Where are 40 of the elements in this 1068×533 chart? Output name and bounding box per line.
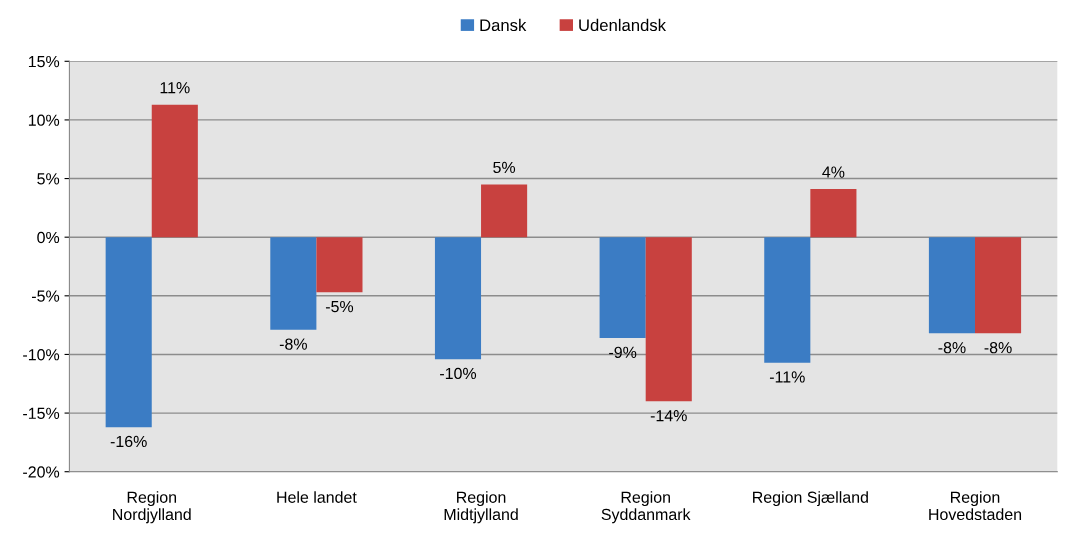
legend-label: Udenlandsk	[579, 18, 667, 32]
x-tick-label: Region Nordjylland	[113, 491, 191, 524]
bar	[810, 189, 857, 238]
bar	[270, 237, 317, 330]
legend-label: Dansk	[480, 18, 527, 32]
x-tick-label: Region Hovedstaden	[929, 491, 1022, 521]
bar	[434, 237, 482, 360]
x-tick-label: Region Sjælland	[753, 491, 868, 507]
bar	[974, 237, 1022, 334]
data-label: -14%	[650, 410, 687, 422]
y-tick-label: -5%	[32, 290, 60, 302]
y-tick-label: -10%	[23, 349, 60, 361]
bar	[481, 184, 528, 238]
bar	[599, 237, 646, 339]
y-tick-label: 10%	[28, 114, 60, 126]
data-label: 4%	[822, 166, 845, 178]
data-label: -9%	[609, 346, 637, 358]
y-tick-label: 0%	[37, 231, 60, 244]
bar	[316, 237, 363, 293]
data-label: -8%	[938, 341, 966, 354]
data-label: -8%	[279, 338, 307, 350]
data-label: -5%	[325, 301, 354, 313]
y-tick-label: 15%	[28, 56, 60, 68]
bar	[105, 237, 152, 428]
x-tick-label: Region Syddanmark	[601, 491, 691, 524]
y-tick-label: 5%	[37, 173, 60, 185]
y-tick-label: -20%	[23, 466, 60, 478]
bar	[151, 104, 198, 238]
data-label: -11%	[769, 371, 805, 383]
x-tick-label: Region Midtjylland	[444, 491, 518, 524]
data-label: 5%	[493, 161, 516, 174]
data-label: -8%	[984, 341, 1012, 354]
x-tick-label: Hele landet	[277, 491, 357, 503]
data-label: 11%	[160, 82, 190, 94]
bar	[928, 237, 975, 334]
data-label: -16%	[110, 435, 147, 448]
data-label: -10%	[440, 367, 477, 380]
y-tick-label: -15%	[23, 407, 60, 420]
bar	[764, 237, 811, 363]
bar	[645, 237, 692, 402]
